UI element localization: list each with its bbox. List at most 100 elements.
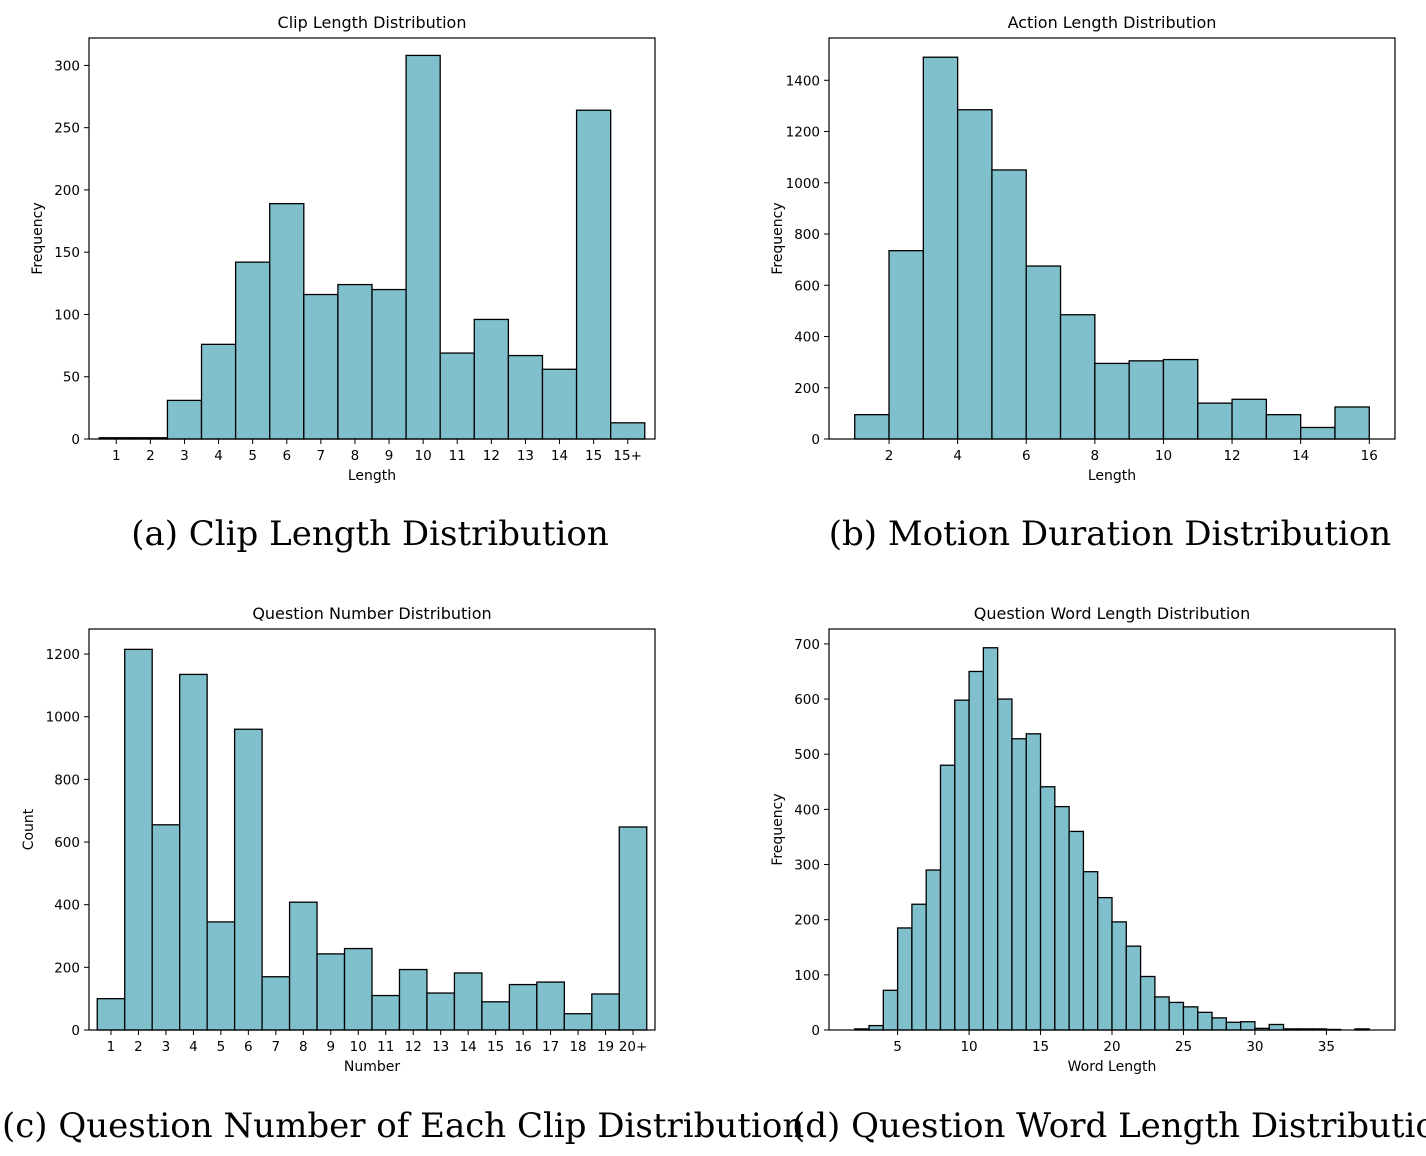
chart4-ytick-label: 300 — [794, 858, 820, 874]
chart3-bar — [288, 901, 318, 1031]
chart2-bar — [1334, 406, 1370, 440]
chart2-ytick-label: 1200 — [786, 125, 820, 141]
chart1-bar — [371, 288, 407, 440]
chart4-ytick-label: 200 — [794, 913, 820, 929]
chart4-xtick-label: 30 — [1246, 1039, 1263, 1055]
chart1-xtick-label: 5 — [248, 448, 257, 464]
chart1-xtick-label: 11 — [449, 448, 466, 464]
chart3-bar — [563, 1013, 593, 1031]
chart3-bar — [398, 968, 428, 1031]
chart3-ytick-label: 400 — [54, 898, 80, 914]
chart4-bar — [896, 927, 913, 1031]
chart3-title: Question Number Distribution — [252, 604, 491, 623]
chart3-axes-frame — [88, 628, 656, 1031]
chart3-bar — [453, 972, 483, 1031]
chart2-xtick-label: 16 — [1361, 448, 1378, 464]
chart3-xtick-label: 3 — [162, 1039, 171, 1055]
chart4-bar — [1268, 1023, 1285, 1031]
chart4-ytick-label: 100 — [794, 968, 820, 984]
chart4-xtick-label: 5 — [893, 1039, 902, 1055]
chart4-xtick-label: 10 — [960, 1039, 977, 1055]
chart2-ylabel: Frequency — [770, 202, 786, 274]
chart1-ytick-label: 250 — [54, 121, 80, 137]
chart1-bar — [541, 368, 578, 440]
chart1-bar — [269, 202, 305, 440]
chart4-bar — [1068, 830, 1085, 1031]
chart3-ytick-label: 200 — [54, 960, 80, 976]
chart1-ylabel: Frequency — [30, 202, 46, 274]
chart1-xtick-label: 14 — [551, 448, 568, 464]
chart4-bar — [1097, 896, 1113, 1031]
chart4-ytick-label: 500 — [794, 747, 820, 763]
chart2-bar — [1197, 402, 1233, 440]
chart4-bar — [1139, 975, 1156, 1031]
chart3-bar — [206, 921, 236, 1031]
chart4-bar — [1011, 738, 1027, 1031]
chart4-xtick-label: 25 — [1175, 1039, 1192, 1055]
chart4-bar — [1154, 996, 1170, 1031]
chart1-xtick-label: 1 — [112, 448, 121, 464]
chart3-xtick-label: 1 — [107, 1039, 116, 1055]
chart3-ytick-label: 600 — [54, 835, 80, 851]
chart4-bar — [868, 1024, 884, 1031]
caption-b: (b) Motion Duration Distribution — [828, 514, 1392, 554]
chart3-xtick-label: 4 — [189, 1039, 198, 1055]
chart3-ytick-label: 1000 — [46, 710, 80, 726]
chart4-bar — [954, 699, 970, 1031]
chart2-bar — [1162, 358, 1199, 440]
caption-d: (d) Question Word Length Distribution — [792, 1106, 1426, 1146]
chart1-xtick-label: 10 — [415, 448, 432, 464]
chart2-bar — [956, 109, 993, 440]
chart3-xtick-label: 11 — [377, 1039, 394, 1055]
chart1-ytick-label: 0 — [71, 432, 80, 448]
chart4-bar — [1082, 871, 1099, 1031]
chart2-xtick-label: 10 — [1155, 448, 1172, 464]
chart4-ytick-label: 600 — [794, 692, 820, 708]
chart3-xtick-label: 5 — [217, 1039, 226, 1055]
chart1-xtick-label: 2 — [146, 448, 155, 464]
chart2-ytick-label: 0 — [811, 432, 820, 448]
chart4-bar — [939, 764, 956, 1031]
chart3-xtick-label: 20+ — [619, 1039, 648, 1055]
chart2-xtick-label: 8 — [1091, 448, 1100, 464]
chart4-title: Question Word Length Distribution — [974, 604, 1250, 623]
chart2-xtick-label: 14 — [1292, 448, 1309, 464]
chart3-ytick-label: 1200 — [46, 647, 80, 663]
chart1-xtick-label: 12 — [483, 448, 500, 464]
chart3-xtick-label: 6 — [244, 1039, 253, 1055]
chart1-bar — [405, 54, 441, 440]
chart1-bar — [200, 343, 237, 440]
chart1-bar — [337, 283, 373, 440]
chart2-bar — [1265, 414, 1302, 440]
chart1-xtick-label: 7 — [317, 448, 326, 464]
chart3-xtick-label: 2 — [134, 1039, 143, 1055]
chart1-xtick-label: 15 — [585, 448, 602, 464]
chart1-bar — [610, 422, 646, 440]
chart2-bar — [991, 169, 1027, 440]
chart3-bar — [124, 648, 153, 1031]
chart3-bar — [508, 983, 538, 1031]
chart2-xlabel: Length — [1088, 468, 1136, 484]
chart3-bar — [233, 728, 263, 1031]
chart3-xtick-label: 9 — [326, 1039, 335, 1055]
chart3-bar — [316, 953, 346, 1031]
chart2-ytick-label: 800 — [794, 227, 820, 243]
chart1-ytick-label: 300 — [54, 58, 80, 74]
chart4-bar — [1111, 921, 1127, 1031]
chart4-bar — [882, 989, 899, 1031]
chart1-bar — [303, 293, 339, 440]
chart1-xtick-label: 4 — [214, 448, 223, 464]
caption-a: (a) Clip Length Distribution — [131, 514, 609, 554]
chart4-xtick-label: 20 — [1103, 1039, 1120, 1055]
chart3-xtick-label: 19 — [597, 1039, 614, 1055]
chart4-axes-frame — [828, 628, 1396, 1031]
chart1-title: Clip Length Distribution — [278, 13, 467, 32]
chart2-ytick-label: 1400 — [786, 73, 820, 89]
chart2-bar — [922, 56, 959, 440]
chart3-ytick-label: 800 — [54, 772, 80, 788]
chart2-bar — [1025, 265, 1062, 440]
chart2-xtick-label: 6 — [1022, 448, 1031, 464]
chart2-ytick-label: 400 — [794, 330, 820, 346]
chart4-xtick-label: 15 — [1032, 1039, 1049, 1055]
